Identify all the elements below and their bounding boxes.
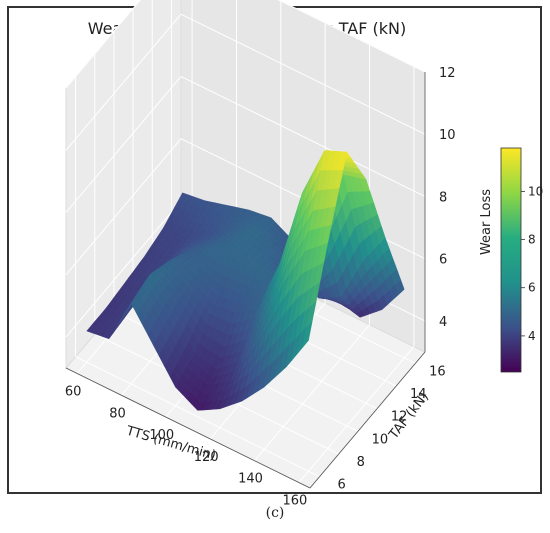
grid-y [75,356,320,478]
grid-x [254,324,370,462]
y-tick-label: 14 [410,387,427,402]
surface-facet [302,320,313,348]
z-tick-label: 6 [439,253,447,268]
z-tick-label: 10 [439,128,456,143]
z-axis-label: Wear Loss [479,189,494,255]
colorbar-tick-label: 10 [528,184,543,198]
figure-caption: (c) [265,505,285,521]
y-axis-line [309,351,426,489]
z-tick-label: 12 [439,66,456,81]
x-tick-label: 160 [282,494,307,509]
x-tick-label: 100 [149,428,174,443]
grid-z [180,13,426,135]
z-tick-label: 8 [439,190,447,205]
y-tick-label: 12 [391,410,408,425]
grid-z [277,0,426,73]
y-tick-label: 6 [337,478,345,493]
y-tick-label: 8 [357,455,365,470]
grid-z [65,138,182,275]
grid-x [298,346,415,483]
grid-z [180,75,426,197]
grid-z [65,76,182,213]
colorbar-ticks: 4 6 8 10 [521,184,543,343]
colorbar-tick-label: 6 [528,281,536,295]
surface [86,150,405,411]
x-tick-label: 120 [194,450,219,465]
colorbar-tick-label: 8 [528,233,536,247]
y-tick-label: 16 [429,364,446,379]
z-tick-label: 4 [439,315,447,330]
x-tick-label: 140 [238,472,263,487]
x-tick-label: 80 [109,406,126,421]
y-tick-label: 10 [372,432,389,447]
axis-lines [65,72,426,489]
grid-z [65,200,182,338]
colorbar-tick-label: 4 [528,329,536,343]
colorbar [500,147,522,373]
grid-z [65,0,142,89]
x-tick-label: 60 [65,385,82,400]
x-axis-line [65,367,311,489]
grid-z [65,13,182,151]
